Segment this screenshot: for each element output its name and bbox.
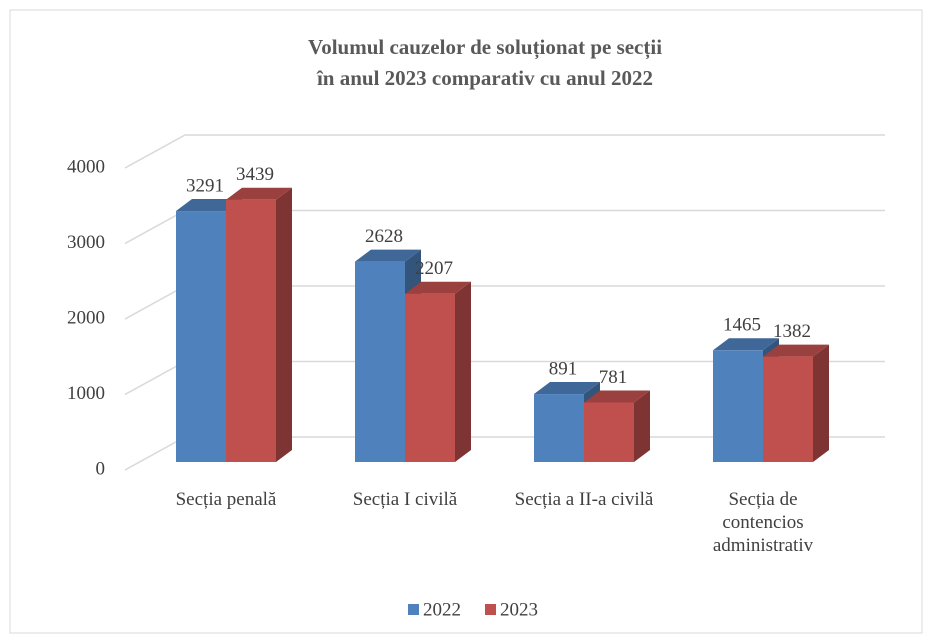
- grid-line: [124, 134, 885, 169]
- legend-swatch: [408, 604, 419, 615]
- x-tick-label: Secția a II-a civilă: [514, 489, 654, 510]
- chart-title: Volumul cauzelor de soluționat pe secții…: [307, 35, 663, 90]
- data-label: 781: [599, 367, 628, 388]
- bar-side: [455, 281, 471, 462]
- data-label: 891: [549, 358, 578, 379]
- data-label: 2207: [415, 258, 453, 279]
- data-label: 1382: [773, 321, 811, 342]
- data-label: 3291: [186, 175, 224, 196]
- bar-top: [713, 338, 779, 351]
- y-tick-label: 3000: [67, 232, 105, 253]
- data-label: 2628: [365, 226, 403, 247]
- bar: [176, 211, 226, 462]
- bar-top: [176, 199, 242, 212]
- bar-top: [405, 281, 471, 294]
- bar-side: [634, 390, 650, 462]
- bar-top: [584, 390, 650, 403]
- bar: [763, 356, 813, 462]
- y-tick-label: 4000: [67, 156, 105, 177]
- bar: [405, 293, 455, 462]
- bar: [713, 350, 763, 462]
- bar: [584, 402, 634, 462]
- data-label: 1465: [723, 315, 761, 336]
- x-tick-label: Secția I civilă: [352, 489, 458, 510]
- bar-top: [226, 187, 292, 200]
- x-tick-label: Secția de contencios administrativ: [712, 489, 814, 556]
- y-tick-label: 2000: [67, 307, 105, 328]
- chart-border: [9, 9, 923, 634]
- legend-label: 2023: [500, 599, 538, 620]
- y-tick-label: 0: [96, 458, 106, 479]
- data-label: 3439: [236, 164, 274, 185]
- bar: [534, 394, 584, 462]
- x-tick-label: Secția penală: [175, 489, 277, 510]
- bar-side: [813, 344, 829, 462]
- bar: [226, 199, 276, 462]
- y-tick-label: 1000: [67, 383, 105, 404]
- legend-label: 2022: [423, 599, 461, 620]
- bar-top: [534, 382, 600, 395]
- legend-swatch: [485, 604, 496, 615]
- bar-top: [355, 249, 421, 262]
- bar-side: [276, 187, 292, 462]
- bar-top: [763, 344, 829, 357]
- bar: [355, 261, 405, 462]
